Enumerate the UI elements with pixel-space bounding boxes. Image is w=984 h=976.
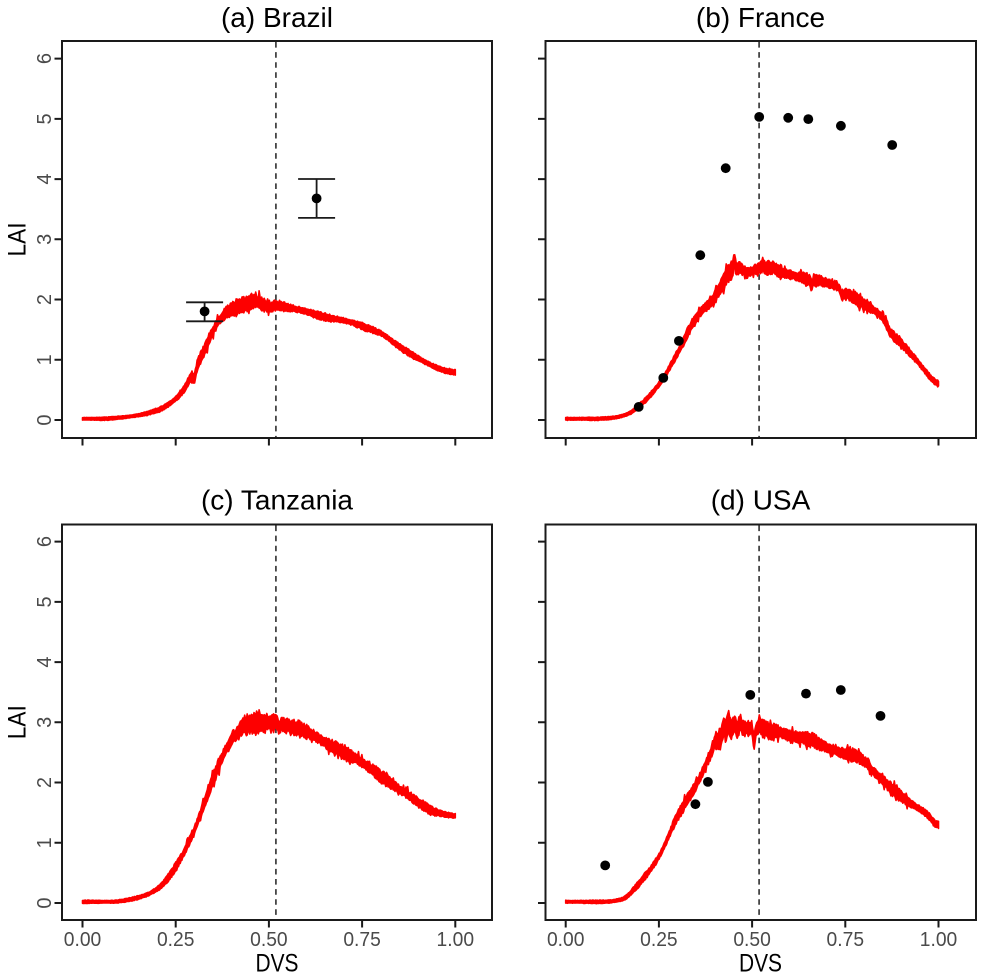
svg-text:3: 3 xyxy=(34,234,56,245)
svg-text:0.50: 0.50 xyxy=(250,929,288,951)
svg-text:DVS: DVS xyxy=(256,950,299,976)
svg-text:1.00: 1.00 xyxy=(920,929,958,951)
svg-text:0.00: 0.00 xyxy=(547,929,585,951)
svg-text:LAI: LAI xyxy=(4,223,32,257)
svg-text:LAI: LAI xyxy=(4,705,32,739)
svg-text:(c) Tanzania: (c) Tanzania xyxy=(201,485,353,516)
svg-text:4: 4 xyxy=(34,174,56,185)
svg-text:0.25: 0.25 xyxy=(640,929,678,951)
svg-text:0.50: 0.50 xyxy=(733,929,771,951)
svg-text:(d) USA: (d) USA xyxy=(711,485,811,516)
svg-text:1: 1 xyxy=(34,354,56,365)
svg-text:(a) Brazil: (a) Brazil xyxy=(221,2,333,33)
svg-text:0.75: 0.75 xyxy=(827,929,865,951)
svg-text:3: 3 xyxy=(34,717,56,728)
svg-text:5: 5 xyxy=(34,113,56,124)
svg-text:6: 6 xyxy=(34,536,56,547)
svg-text:2: 2 xyxy=(34,777,56,788)
svg-text:0: 0 xyxy=(34,897,56,908)
svg-text:1.00: 1.00 xyxy=(437,929,475,951)
svg-text:5: 5 xyxy=(34,596,56,607)
svg-text:DVS: DVS xyxy=(739,950,782,976)
svg-text:2: 2 xyxy=(34,294,56,305)
svg-text:4: 4 xyxy=(34,657,56,668)
svg-text:(b) France: (b) France xyxy=(696,2,825,33)
svg-text:0.75: 0.75 xyxy=(343,929,381,951)
svg-text:6: 6 xyxy=(34,53,56,64)
svg-text:0: 0 xyxy=(34,414,56,425)
svg-text:0.25: 0.25 xyxy=(157,929,195,951)
svg-text:0.00: 0.00 xyxy=(64,929,102,951)
svg-text:1: 1 xyxy=(34,837,56,848)
